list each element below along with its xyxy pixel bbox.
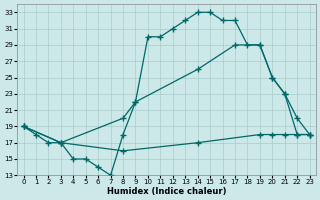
X-axis label: Humidex (Indice chaleur): Humidex (Indice chaleur) <box>107 187 226 196</box>
